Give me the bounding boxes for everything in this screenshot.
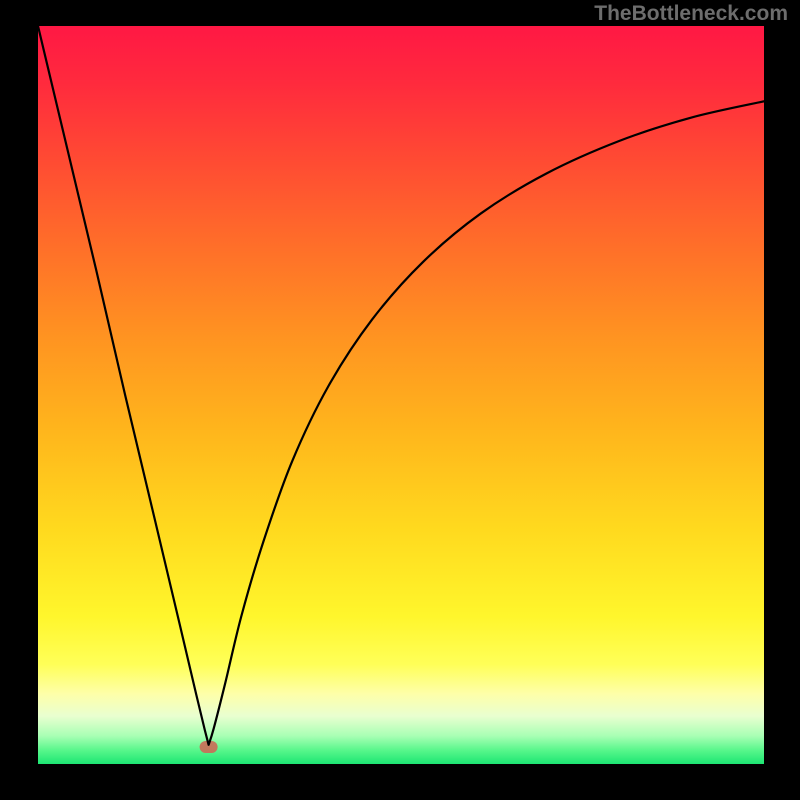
plot-gradient-background (38, 26, 764, 764)
watermark-text: TheBottleneck.com (594, 2, 788, 26)
chart-container: TheBottleneck.com (0, 0, 800, 800)
chart-svg (0, 0, 800, 800)
